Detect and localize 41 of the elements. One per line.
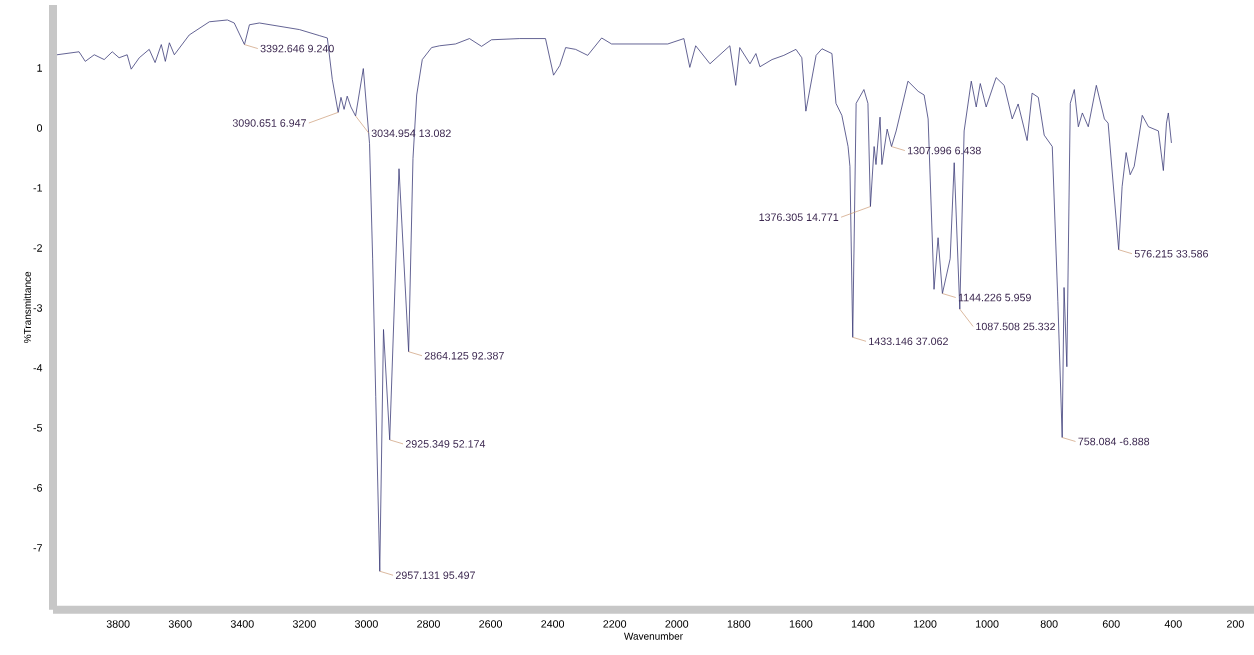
x-tick-label: 1200	[913, 620, 937, 628]
x-tick-label: 1000	[976, 620, 999, 628]
annotation: 758.084 -6.888	[1078, 437, 1150, 446]
x-tick-label: 3000	[354, 620, 378, 628]
x-tick-label: 2200	[603, 620, 627, 628]
x-tick-label: 1800	[727, 620, 751, 628]
x-tick-label: 1400	[851, 620, 875, 628]
annotation: 2957.131 95.497	[395, 571, 475, 580]
y-tick-label: -4	[33, 364, 43, 372]
y-tick-label: -6	[33, 484, 43, 492]
x-tick-label: 800	[1040, 620, 1058, 628]
x-tick-label: 3600	[168, 620, 192, 628]
annotation: 2925.349 52.174	[405, 440, 486, 448]
annotation: 1376.305 14.771	[759, 213, 839, 221]
annotation: 1433.146 37.062	[869, 337, 948, 346]
x-tick-label: 3400	[230, 620, 254, 628]
annotation: 2864.125 92.387	[424, 351, 504, 360]
y-tick-label: -1	[33, 184, 42, 192]
y-tick-label: 1	[37, 64, 42, 72]
x-tick-label: 2400	[541, 620, 565, 628]
y-axis-title: %Transmittance	[23, 271, 31, 343]
x-tick-label: 2000	[665, 620, 689, 628]
x-axis-title: Wavenumber	[623, 632, 683, 640]
y-tick-label: -3	[33, 304, 43, 312]
annotation: 3090.651 6.947	[232, 119, 306, 127]
x-tick-label: 1600	[789, 620, 813, 628]
y-tick-label: -7	[33, 544, 42, 552]
x-tick-label: 2800	[417, 620, 440, 628]
x-tick-label: 200	[1227, 620, 1244, 628]
annotation: 3392.646 9.240	[260, 44, 334, 53]
line-series	[56, 19, 1172, 572]
y-tick-label: -5	[33, 424, 43, 432]
x-tick-label: 3800	[106, 620, 130, 628]
y-tick-label: 0	[36, 124, 43, 132]
x-tick-label: 3200	[292, 620, 316, 628]
y-tick-label: -2	[33, 244, 42, 252]
x-tick-label: 600	[1102, 620, 1120, 628]
x-tick-label: 2600	[479, 620, 503, 628]
x-tick-label: 400	[1164, 620, 1182, 628]
annotation: 576.215 33.586	[1134, 249, 1208, 258]
annotation: 1087.508 25.332	[976, 322, 1055, 331]
